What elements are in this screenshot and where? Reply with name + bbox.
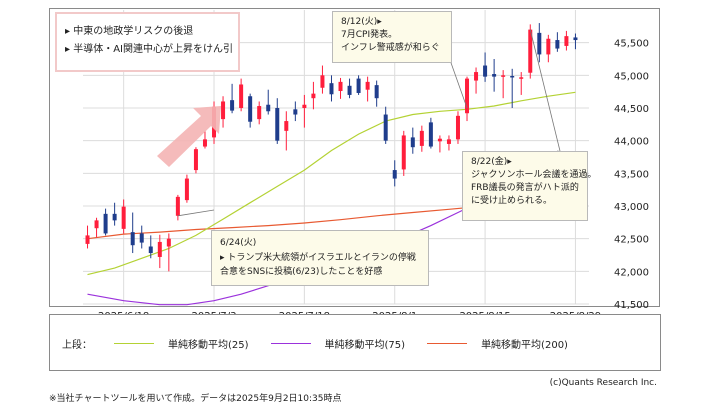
leader-line <box>529 29 561 152</box>
note-aug12-line-2: 7月CPI発表。 <box>341 30 398 40</box>
candle-body <box>148 246 153 254</box>
y-tick-label: 41,500 <box>614 300 649 311</box>
candle-body <box>455 115 460 140</box>
note-aug22-line-1: 8/22(金)▸ <box>471 157 512 167</box>
note-aug22-line-3: FRB議長の発言がハト派的 <box>471 183 579 193</box>
candle-body <box>193 149 198 171</box>
leader-line <box>449 59 468 109</box>
note-jun24-line-3: 合意をSNSに投稿(6/23)したことを好感 <box>220 267 383 277</box>
legend-prefix: 上段： <box>62 339 92 351</box>
candle-body <box>302 104 307 108</box>
rising-arrow-icon <box>157 106 221 167</box>
legend-item-ma75: 単純移動平均(75) <box>270 336 406 351</box>
leader-line <box>177 209 215 217</box>
candle-body <box>347 85 352 95</box>
candle-body <box>139 233 144 243</box>
y-tick-label: 42,500 <box>614 235 649 246</box>
y-tick-label: 42,000 <box>614 267 649 278</box>
candle-body <box>130 232 135 246</box>
candle-body <box>546 38 551 55</box>
candle-body <box>320 75 325 88</box>
candle-body <box>356 78 361 93</box>
candle-body <box>446 139 451 144</box>
candle-body <box>383 114 388 141</box>
legend-swatch-ma25 <box>114 342 154 344</box>
note-driver-line-1: ▸ 中東の地政学リスクの後退 <box>65 26 194 37</box>
candle-body <box>275 108 280 141</box>
candle-body <box>519 77 524 79</box>
candle-body <box>410 137 415 148</box>
candle-body <box>121 206 126 229</box>
candle-body <box>311 93 316 99</box>
note-aug12-cpi: 8/12(火)▸ 7月CPI発表。 インフレ警戒感が和らぐ <box>332 11 452 63</box>
legend-row: 上段： 単純移動平均(25) 単純移動平均(75) 単純移動平均(200) <box>62 335 568 351</box>
note-aug22-line-2: ジャクソンホール会議を通過。 <box>471 170 597 180</box>
candle-body <box>573 37 578 41</box>
y-tick-label: 44,500 <box>614 104 649 115</box>
candle-body <box>166 238 171 247</box>
candle-body <box>248 96 253 122</box>
candle-body <box>202 139 207 147</box>
note-aug22-jackson-hole: 8/22(金)▸ ジャクソンホール会議を通過。 FRB議長の発言がハト派的 に受… <box>462 151 597 221</box>
legend-item-ma25: 単純移動平均(25) <box>114 336 249 351</box>
candle-body <box>257 106 262 120</box>
source-note: ※当社チャートツールを用いて作成。データは2025年9月2日10:35時点 <box>49 394 342 404</box>
candle-body <box>374 85 379 99</box>
candle-body <box>564 36 569 46</box>
y-tick-label: 45,500 <box>614 39 649 50</box>
candle-body <box>112 213 117 221</box>
y-tick-label: 43,000 <box>614 202 649 213</box>
candle-body <box>401 135 406 170</box>
note-jun24-line-1: 6/24(火) <box>220 238 257 248</box>
candle-body <box>483 65 488 77</box>
candle-body <box>437 138 442 142</box>
note-market-drivers: ▸ 中東の地政学リスクの後退 ▸ 半導体・AI関連中心が上昇をけん引 <box>55 12 240 72</box>
copyright: (c)Quants Research Inc. <box>549 378 657 388</box>
candle-body <box>537 32 542 55</box>
candle-body <box>510 75 515 78</box>
candle-body <box>528 29 533 73</box>
candle-body <box>175 196 180 216</box>
legend-label-ma75: 単純移動平均(75) <box>324 339 406 351</box>
candle-body <box>329 83 334 95</box>
candle-body <box>239 84 244 108</box>
candle-body <box>428 122 433 147</box>
y-tick-label: 45,000 <box>614 71 649 82</box>
note-jun24-line-2: ▸ トランプ米大統領がイスラエルとイランの停戦 <box>220 253 416 263</box>
candle-body <box>419 130 424 146</box>
candle-body <box>338 81 343 92</box>
note-driver-line-2: ▸ 半導体・AI関連中心が上昇をけん引 <box>65 44 233 55</box>
candle-body <box>94 220 99 229</box>
candle-body <box>184 178 189 201</box>
candle-body <box>230 100 235 111</box>
y-tick-label: 44,000 <box>614 137 649 148</box>
note-aug12-line-3: インフレ警戒感が和らぐ <box>341 43 440 53</box>
note-jun24-ceasefire: 6/24(火) ▸ トランプ米大統領がイスラエルとイランの停戦 合意をSNSに投… <box>211 230 429 286</box>
candlesticks <box>85 23 578 272</box>
note-aug22-line-4: に受け止められる。 <box>471 196 553 206</box>
candle-body <box>501 75 506 77</box>
legend: 上段： 単純移動平均(25) 単純移動平均(75) 単純移動平均(200) <box>49 314 661 371</box>
candle-body <box>221 101 226 120</box>
candle-body <box>365 81 370 90</box>
candle-body <box>474 72 479 81</box>
candle-body <box>266 104 271 112</box>
candle-body <box>85 235 90 244</box>
y-axis-ticks: 45,500 45,000 44,500 44,000 43,500 43,000 42,5… <box>614 39 649 311</box>
candle-body <box>103 213 108 234</box>
legend-swatch-ma75 <box>270 342 311 344</box>
y-tick-label: 43,500 <box>614 169 649 180</box>
legend-swatch-ma200 <box>427 342 468 344</box>
candle-body <box>284 121 289 131</box>
candle-body <box>465 78 470 114</box>
candle-body <box>293 109 298 115</box>
note-aug12-line-1: 8/12(火)▸ <box>341 17 382 27</box>
legend-label-ma200: 単純移動平均(200) <box>481 339 568 351</box>
candle-body <box>492 74 497 77</box>
legend-label-ma25: 単純移動平均(25) <box>168 339 249 351</box>
candle-body <box>555 40 560 49</box>
candle-body <box>157 241 162 257</box>
legend-item-ma200: 単純移動平均(200) <box>427 336 568 351</box>
candle-body <box>392 170 397 179</box>
